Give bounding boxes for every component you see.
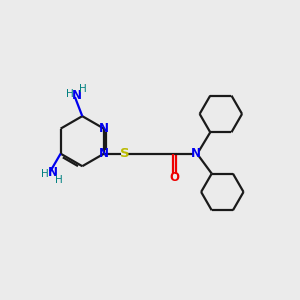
Text: N: N <box>99 147 109 160</box>
Text: N: N <box>48 166 58 179</box>
Text: H: H <box>79 84 87 94</box>
Text: H: H <box>66 89 74 99</box>
Text: H: H <box>41 169 49 179</box>
Text: O: O <box>169 171 180 184</box>
Text: N: N <box>99 122 109 135</box>
Text: N: N <box>191 147 201 160</box>
Text: N: N <box>72 89 82 102</box>
Text: H: H <box>55 175 62 184</box>
Text: S: S <box>120 147 129 160</box>
